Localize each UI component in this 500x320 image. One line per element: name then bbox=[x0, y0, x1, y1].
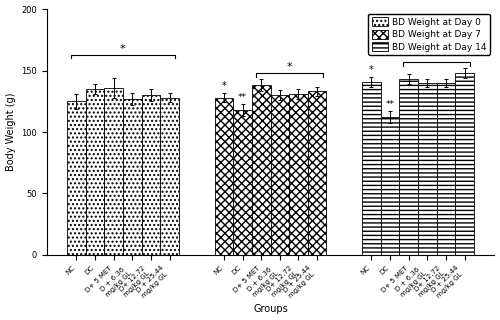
Bar bbox=[160, 98, 179, 255]
Y-axis label: Body Weight (g): Body Weight (g) bbox=[6, 93, 16, 171]
Bar bbox=[437, 83, 456, 255]
Bar bbox=[456, 73, 474, 255]
Bar bbox=[142, 95, 160, 255]
Text: **: ** bbox=[386, 100, 394, 109]
Bar bbox=[214, 98, 233, 255]
Bar bbox=[308, 92, 326, 255]
Bar bbox=[362, 82, 381, 255]
Text: *: * bbox=[120, 44, 126, 54]
Bar bbox=[67, 101, 86, 255]
Bar bbox=[86, 89, 104, 255]
Bar bbox=[381, 117, 400, 255]
Bar bbox=[289, 94, 308, 255]
Legend: BD Weight at Day 0, BD Weight at Day 7, BD Weight at Day 14: BD Weight at Day 0, BD Weight at Day 7, … bbox=[368, 13, 490, 55]
Bar bbox=[270, 95, 289, 255]
Bar bbox=[104, 88, 123, 255]
Text: **: ** bbox=[238, 93, 247, 102]
Text: *: * bbox=[434, 51, 440, 61]
Text: *: * bbox=[286, 62, 292, 72]
Bar bbox=[233, 110, 252, 255]
Text: *: * bbox=[369, 65, 374, 75]
Bar bbox=[252, 85, 270, 255]
Bar bbox=[400, 79, 418, 255]
X-axis label: Groups: Groups bbox=[253, 304, 288, 315]
Bar bbox=[418, 83, 437, 255]
Bar bbox=[123, 99, 142, 255]
Text: *: * bbox=[222, 81, 226, 91]
